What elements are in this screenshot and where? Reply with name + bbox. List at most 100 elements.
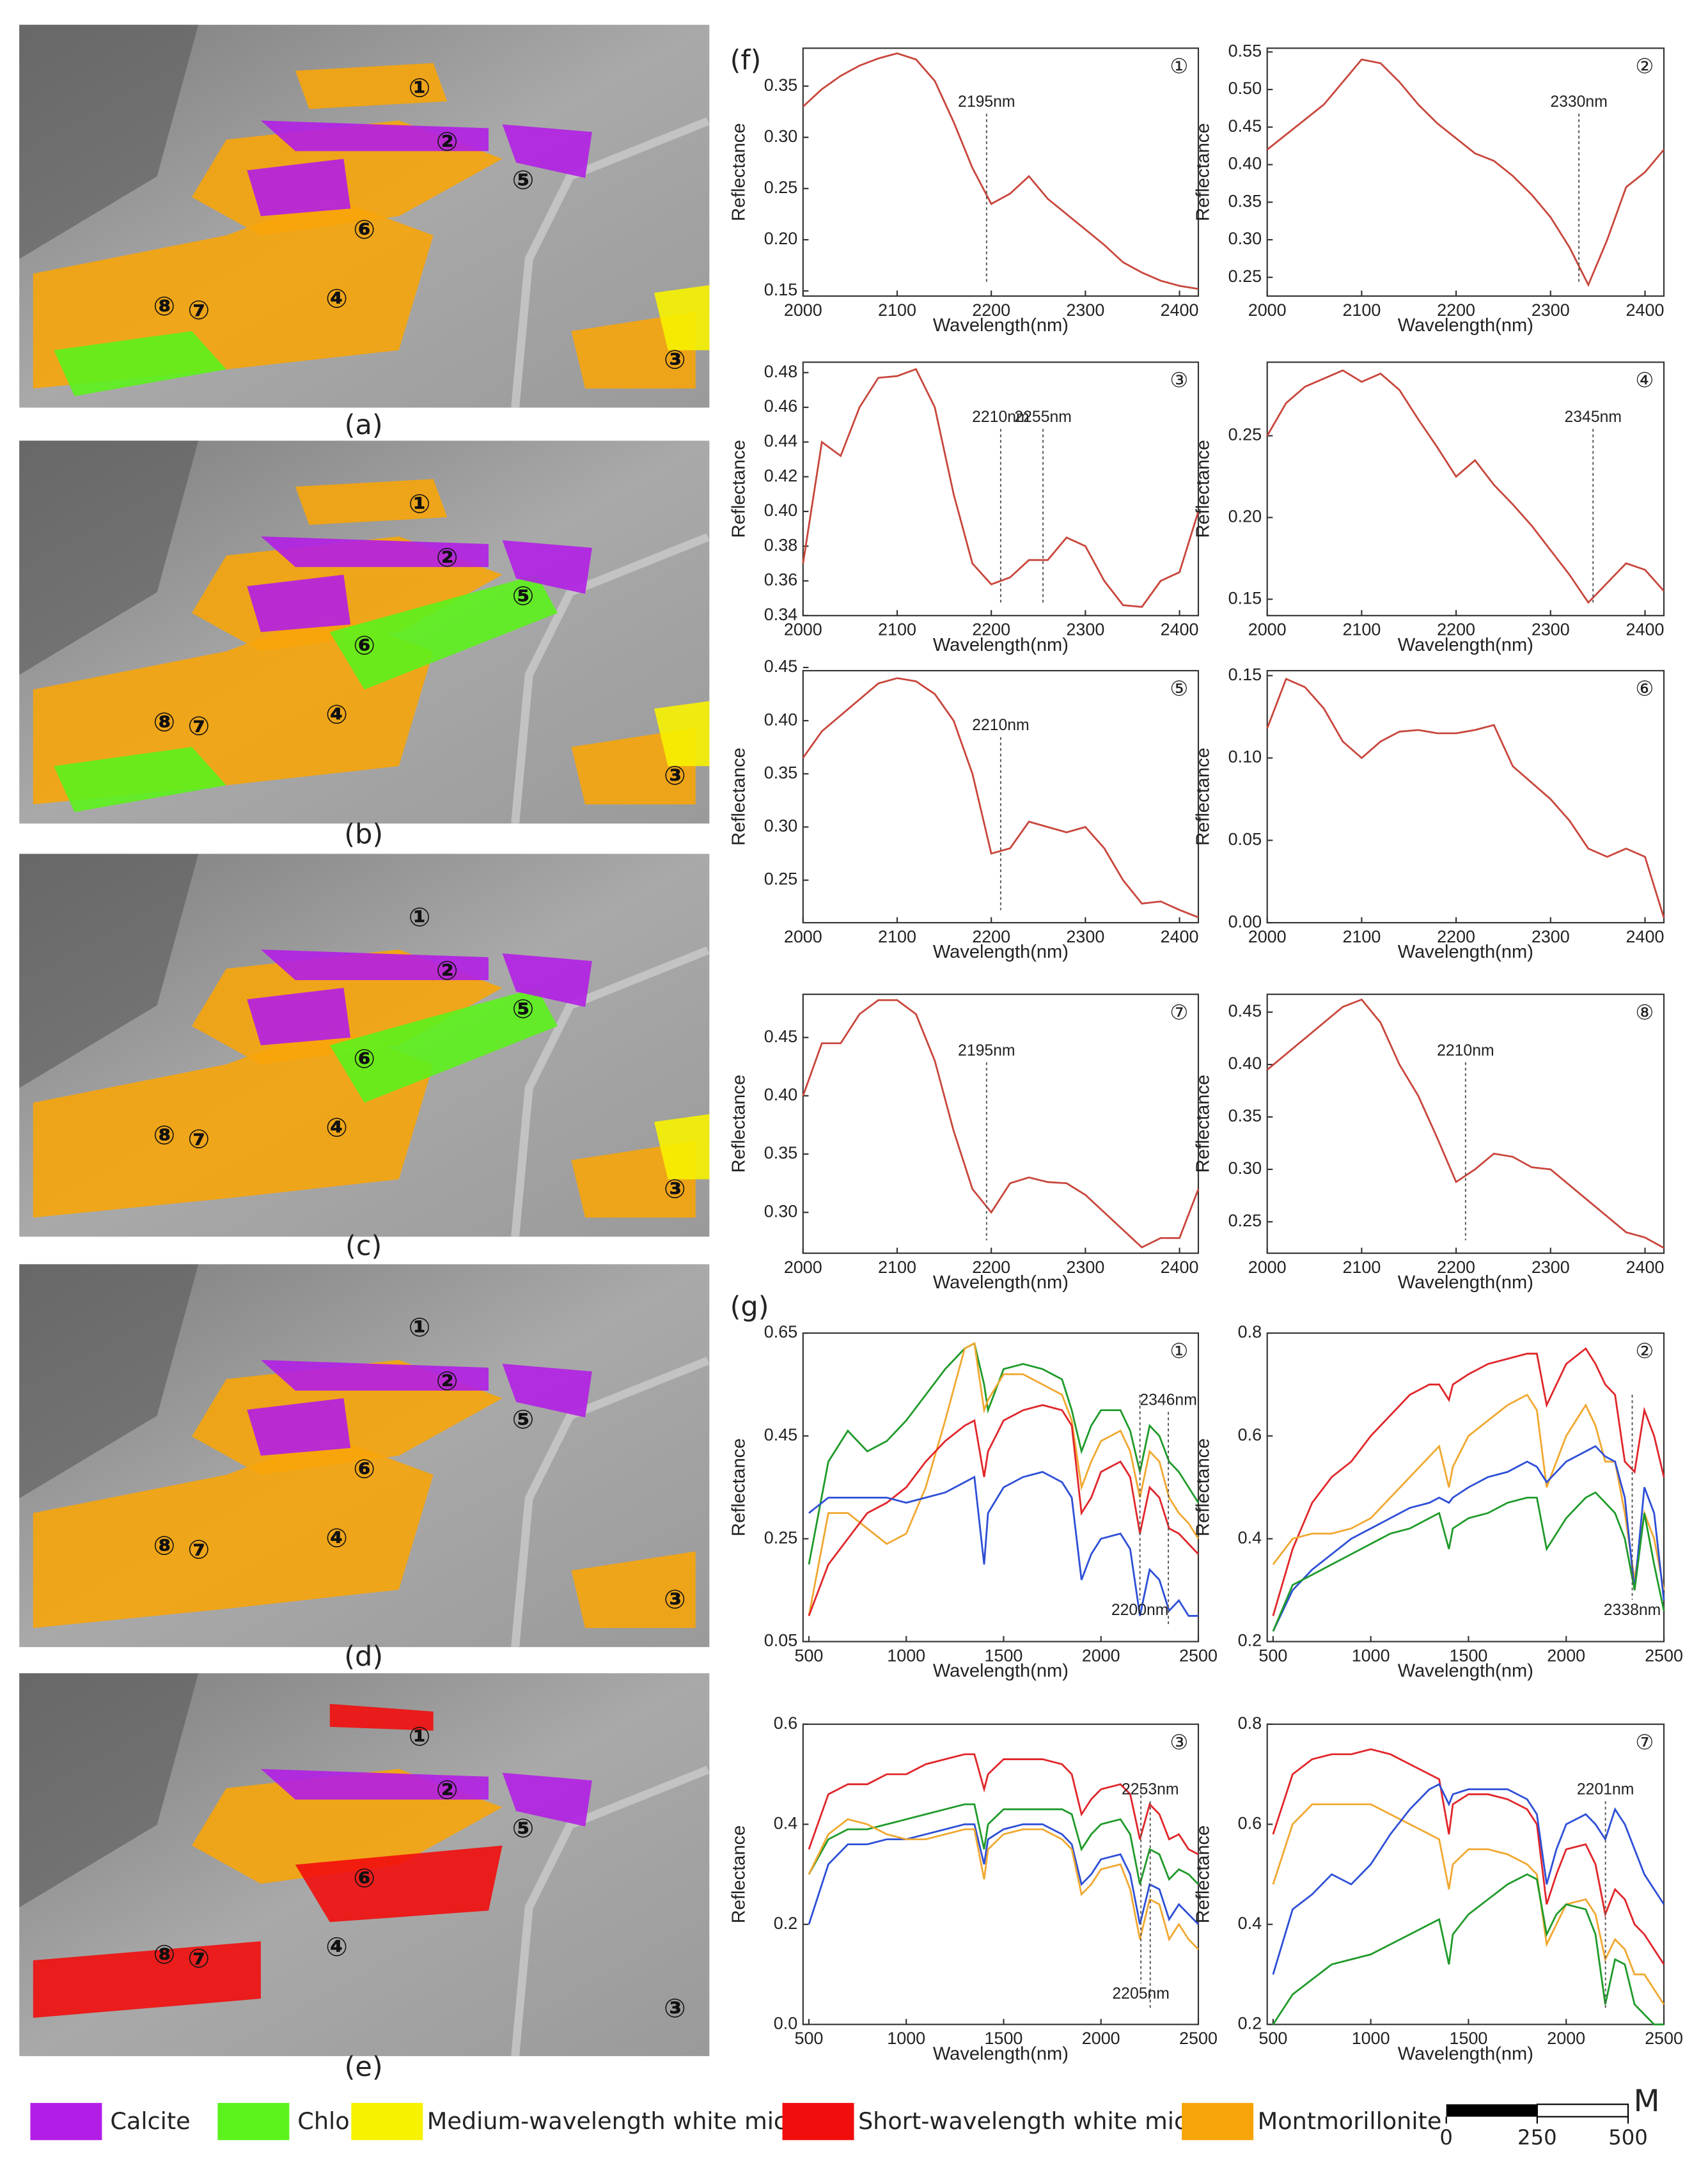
panel-marker: ③ <box>1170 1730 1188 1754</box>
legend-label: Medium-wavelength white mica <box>427 2107 801 2135</box>
x-tick-label: 2300 <box>1066 620 1104 639</box>
y-tick-label: 0.30 <box>764 1201 797 1221</box>
spectrum-line <box>1266 58 1665 287</box>
x-tick-label: 2000 <box>784 927 822 946</box>
mineral-zone <box>329 1703 434 1731</box>
y-tick-label: 0.35 <box>1228 191 1262 210</box>
map-label: (b) <box>344 818 383 850</box>
x-tick-label: 2500 <box>1179 1646 1218 1665</box>
x-tick-label: 1000 <box>1352 1646 1390 1665</box>
panel-marker: ③ <box>1170 368 1188 393</box>
annotation-label: 2210nm <box>972 409 1030 426</box>
y-tick-label: 0.10 <box>1228 747 1262 767</box>
mineral-zone <box>247 574 351 632</box>
map-marker: ⑦ <box>187 295 210 325</box>
map-marker: ⑥ <box>353 1454 375 1485</box>
mineral-zone <box>260 536 489 567</box>
y-tick-label: 0.2 <box>774 1914 797 1933</box>
y-tick-label: 0.0 <box>774 2013 797 2033</box>
mineral-zone <box>33 1436 434 1628</box>
y-tick-label: 0.38 <box>764 535 797 554</box>
panel-marker: ④ <box>1635 368 1654 393</box>
y-tick-label: 0.55 <box>1228 41 1262 60</box>
x-axis-label: Wavelength(nm) <box>933 2043 1069 2064</box>
x-axis-label: Wavelength(nm) <box>1398 1661 1533 1682</box>
y-axis-label: Reflectance <box>1193 1075 1213 1173</box>
mineral-zone <box>54 747 226 813</box>
x-axis-label: Wavelength(nm) <box>1398 635 1533 655</box>
y-tick-label: 0.45 <box>764 1027 797 1046</box>
map-marker: ② <box>436 542 458 573</box>
mineral-zone <box>295 63 448 109</box>
map-marker: ⑦ <box>187 710 210 741</box>
chart: 500 1000 1500 2000 2500 0.2 0.4 0.6 0.8 Wavelengt… <box>1193 1713 1683 2065</box>
plot-frame <box>802 994 1200 1254</box>
legend-label: Calcite <box>110 2107 190 2135</box>
chart: 2000 2100 2200 2300 2400 0.25 0.30 0.35 0.40 0.45… <box>1193 41 1665 336</box>
legend-swatch <box>782 2103 854 2141</box>
y-tick-label: 0.40 <box>1228 1054 1262 1073</box>
mineral-zone <box>295 479 448 526</box>
x-tick-label: 2200 <box>1437 620 1475 639</box>
x-tick-label: 2000 <box>784 301 822 320</box>
annotation-label: 2205nm <box>1112 1985 1170 2002</box>
map-marker: ④ <box>325 1932 348 1962</box>
map-marker: ⑥ <box>353 1043 375 1074</box>
map-marker: ⑧ <box>153 291 175 322</box>
spectrum-line <box>802 52 1199 290</box>
map-marker: ① <box>409 488 431 519</box>
y-tick-label: 0.25 <box>1228 425 1262 444</box>
y-tick-label: 0.30 <box>764 127 797 146</box>
y-tick-label: 0.4 <box>1238 1914 1262 1933</box>
x-tick-label: 2100 <box>878 301 916 320</box>
plot-frame <box>802 669 1200 924</box>
panel-marker: ⑦ <box>1170 1000 1188 1024</box>
y-tick-label: 0.8 <box>1238 1322 1262 1341</box>
map-marker: ③ <box>664 760 686 791</box>
x-tick-label: 2000 <box>1547 2029 1585 2048</box>
x-tick-label: 2000 <box>784 620 822 639</box>
annotation-label: 2345nm <box>1565 409 1622 426</box>
plot-frame <box>802 47 1200 297</box>
annotation-label: 2253nm <box>1122 1781 1179 1799</box>
x-tick-label: 2000 <box>1547 1646 1585 1665</box>
y-tick-label: 0.35 <box>1228 1106 1262 1125</box>
chart: 2000 2100 2200 2300 2400 0.00 0.05 0.10 0.15 Wave… <box>1193 665 1665 962</box>
x-tick-label: 2300 <box>1532 301 1570 320</box>
map-valley <box>511 1765 710 2057</box>
y-axis-label: Reflectance <box>728 123 749 221</box>
mineral-zone <box>33 1941 261 2018</box>
chart: 500 1000 1500 2000 2500 0.05 0.25 0.45 0.65 Wavel… <box>728 1322 1218 1681</box>
x-tick-label: 2300 <box>1532 927 1570 946</box>
y-tick-label: 0.45 <box>1228 1001 1262 1020</box>
annotation-label: 2195nm <box>958 1042 1015 1059</box>
y-tick-label: 0.42 <box>764 466 797 485</box>
panel-marker: ⑧ <box>1635 1000 1654 1024</box>
legend-swatch <box>30 2103 102 2141</box>
y-tick-label: 0.25 <box>764 178 797 197</box>
mineral-zone <box>571 1551 696 1628</box>
map-marker: ② <box>436 126 458 157</box>
map-valley <box>511 1357 710 1648</box>
y-axis-label: Reflectance <box>1193 123 1213 221</box>
y-tick-label: 0.48 <box>764 362 797 381</box>
chart: 2000 2100 2200 2300 2400 0.15 0.20 0.25 Waveleng… <box>1193 361 1665 655</box>
y-tick-label: 0.65 <box>764 1322 797 1341</box>
y-axis-label: Reflectance <box>1193 747 1213 845</box>
section-label: (g) <box>730 1291 769 1323</box>
plot-frame <box>1266 669 1665 924</box>
mineral-zone <box>502 124 592 178</box>
mineral-zone <box>654 701 710 767</box>
x-tick-label: 2000 <box>1082 1646 1120 1665</box>
x-tick-label: 2000 <box>1248 301 1287 320</box>
map-relief <box>19 854 199 1088</box>
x-tick-label: 2200 <box>972 927 1010 946</box>
map-marker: ⑧ <box>153 1939 175 1970</box>
mineral-zone <box>260 949 489 981</box>
mineral-zone <box>260 1360 489 1391</box>
map-marker: ⑤ <box>512 164 535 195</box>
map-marker: ① <box>409 1312 431 1343</box>
y-axis-label: Reflectance <box>1193 440 1213 538</box>
y-tick-label: 0.2 <box>1238 1631 1262 1650</box>
